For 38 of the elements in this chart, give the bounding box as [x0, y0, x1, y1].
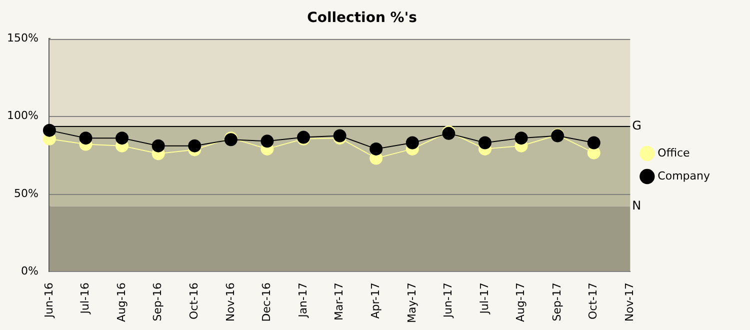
legend-label: Company: [658, 169, 710, 182]
y-tick-label: 100%: [6, 109, 38, 122]
point: [42, 124, 56, 137]
point: [333, 129, 346, 142]
x-tick-label: Apr-17: [368, 282, 382, 319]
x-tick-label: Jul-17: [478, 282, 491, 315]
band-label: N: [632, 198, 642, 212]
point: [587, 136, 600, 150]
y-tick-label: 150%: [6, 32, 38, 45]
x-tick-label: Aug-17: [514, 282, 528, 322]
point: [260, 134, 274, 148]
x-tick-label: Nov-17: [623, 282, 636, 322]
x-tick-label: Dec-16: [260, 282, 274, 322]
x-tick-label: Sep-17: [550, 282, 564, 322]
x-tick-label: Oct-16: [187, 282, 200, 320]
y-tick-label: 50%: [14, 186, 38, 200]
x-tick-label: Aug-16: [114, 282, 128, 322]
point: [188, 139, 202, 152]
point: [152, 139, 165, 152]
x-tick-label: Jun-16: [42, 282, 56, 319]
x-tick-label: Jul-16: [78, 282, 92, 315]
x-tick-label: Nov-16: [224, 282, 237, 322]
y-tick-label: 0%: [20, 264, 38, 278]
x-tick-label: Oct-17: [586, 282, 600, 320]
x-tick-label: Jun-17: [442, 282, 455, 319]
point: [478, 136, 492, 150]
point: [406, 136, 419, 150]
legend-label: Office: [658, 146, 690, 160]
point: [370, 142, 383, 156]
chart-title: Collection %'s: [307, 10, 417, 26]
point: [79, 132, 92, 145]
x-tick-label: Sep-16: [151, 282, 164, 322]
x-tick-label: Mar-17: [332, 282, 346, 321]
x-tick-label: May-17: [405, 282, 418, 323]
point: [514, 132, 528, 145]
ref-line-label: G: [632, 118, 642, 133]
point: [116, 132, 129, 145]
x-tick-label: Jan-17: [296, 282, 310, 318]
